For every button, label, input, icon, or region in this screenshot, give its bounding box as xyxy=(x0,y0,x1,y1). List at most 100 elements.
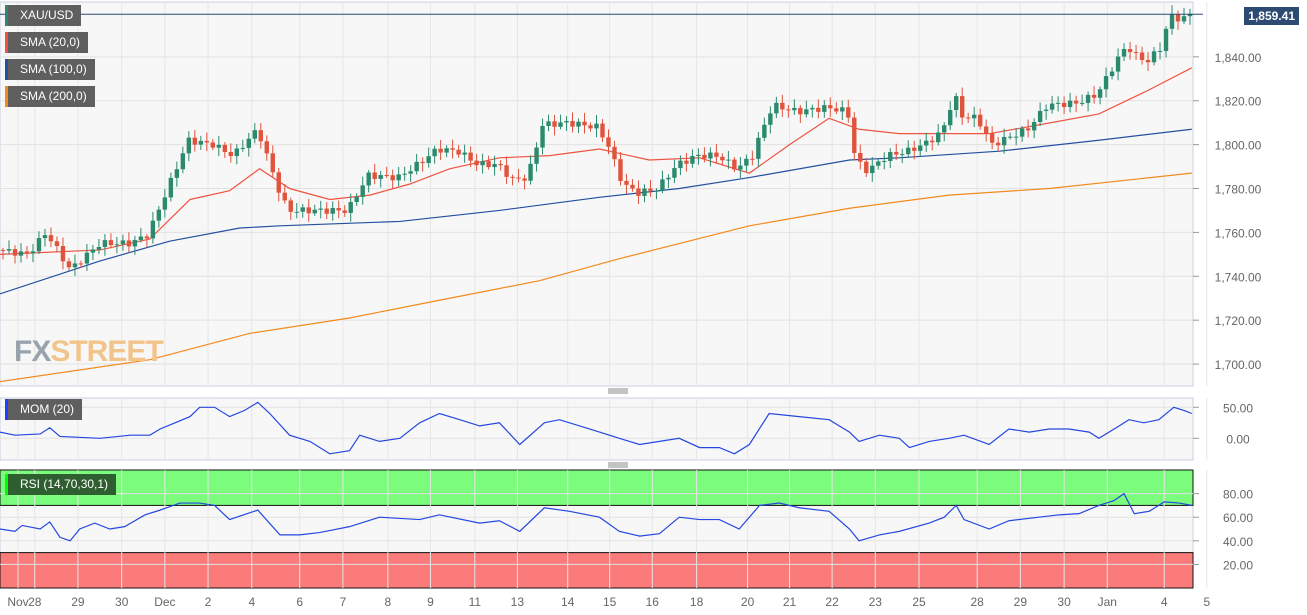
candle-body xyxy=(1043,109,1049,112)
candle-body xyxy=(894,152,899,155)
candle-body xyxy=(582,121,587,126)
candle-body xyxy=(924,140,929,146)
x-tick-label: Dec xyxy=(154,595,175,609)
candle-body xyxy=(132,239,138,247)
candle-body xyxy=(6,249,12,251)
legend-sma200[interactable]: SMA (200,0) xyxy=(5,86,95,107)
x-tick-label: 18 xyxy=(690,595,704,609)
candle-body xyxy=(786,109,791,111)
legend-xauusd[interactable]: XAU/USD xyxy=(5,5,82,26)
candle-body xyxy=(66,261,72,268)
candle-body xyxy=(330,208,335,214)
candle-body xyxy=(444,148,449,153)
panel-0 xyxy=(0,1,1194,387)
candle-body xyxy=(977,114,983,127)
candle-body xyxy=(312,209,317,214)
candle-body xyxy=(372,172,377,179)
candle-body xyxy=(1091,94,1097,98)
candle-body xyxy=(936,132,941,143)
candle-body xyxy=(780,102,785,110)
candle-body xyxy=(564,121,569,123)
candle-body xyxy=(660,179,665,191)
y-tick-label: 40.00 xyxy=(1223,535,1253,549)
candle-body xyxy=(324,208,329,214)
candle-body xyxy=(276,172,281,193)
candle-body xyxy=(876,161,881,166)
panel-resize-handle[interactable] xyxy=(608,388,628,394)
x-tick-label: 28 xyxy=(971,595,985,609)
candle-body xyxy=(852,117,857,153)
x-tick-label: 6 xyxy=(296,595,303,609)
candle-body xyxy=(726,159,731,161)
candle-body xyxy=(144,236,150,239)
y-tick-label: 0.00 xyxy=(1226,432,1250,446)
candle-body xyxy=(1001,136,1007,146)
panel-resize-handle[interactable] xyxy=(608,462,628,468)
legend-sma100[interactable]: SMA (100,0) xyxy=(5,59,95,80)
candle-body xyxy=(390,175,395,181)
x-tick-label: 16 xyxy=(646,595,660,609)
candle-body xyxy=(828,105,833,109)
candle-body xyxy=(162,197,168,210)
candle-body xyxy=(804,109,809,115)
candle-body xyxy=(114,244,120,246)
candle-body xyxy=(96,247,102,250)
x-tick-label: 25 xyxy=(912,595,926,609)
candle-body xyxy=(1157,50,1163,52)
candle-body xyxy=(204,140,210,143)
candle-body xyxy=(1055,102,1061,104)
legend-sma20[interactable]: SMA (20,0) xyxy=(5,32,89,53)
candle-body xyxy=(912,147,917,151)
candle-body xyxy=(354,196,359,203)
candle-body xyxy=(989,133,995,143)
momentum-line xyxy=(0,401,1193,455)
candle-body xyxy=(738,165,743,170)
candle-body xyxy=(168,177,174,198)
candle-body xyxy=(708,152,713,159)
candle-body xyxy=(492,164,497,168)
candle-body xyxy=(1187,13,1193,17)
x-tick-label: 20 xyxy=(741,595,755,609)
candle-body xyxy=(965,117,971,119)
candle-body xyxy=(552,121,557,127)
candle-body xyxy=(558,122,563,127)
x-tick-label: 30 xyxy=(115,595,129,609)
candle-body xyxy=(1097,89,1103,98)
candle-body xyxy=(426,156,431,163)
candle-body xyxy=(36,238,42,252)
candle-body xyxy=(156,209,162,221)
candle-body xyxy=(762,124,767,138)
candle-body xyxy=(450,148,455,150)
x-tick-label: 7 xyxy=(340,595,347,609)
candle-body xyxy=(971,114,977,119)
candle-body xyxy=(1007,136,1013,138)
candle-body xyxy=(900,154,905,156)
rsi-line xyxy=(0,492,1192,542)
legend-rsi[interactable]: RSI (14,70,30,1) xyxy=(5,474,117,495)
legend-mom[interactable]: MOM (20) xyxy=(5,399,82,420)
candle-body xyxy=(1067,100,1073,108)
candle-body xyxy=(24,251,30,254)
candle-body xyxy=(822,105,827,112)
candle-body xyxy=(630,184,635,189)
candle-body xyxy=(198,140,204,145)
candle-body xyxy=(240,147,245,149)
candle-body xyxy=(732,159,737,170)
candle-body xyxy=(54,241,60,247)
y-tick-label: 1,840.00 xyxy=(1215,51,1262,65)
candle-body xyxy=(1151,51,1157,63)
candle-body xyxy=(90,249,96,253)
x-tick-label: 5 xyxy=(1203,595,1210,609)
candle-body xyxy=(48,235,54,242)
candle-body xyxy=(378,175,383,179)
candle-body xyxy=(126,240,132,247)
candle-body xyxy=(396,174,401,181)
candle-body xyxy=(306,207,311,214)
x-tick-label: 11 xyxy=(469,595,482,609)
candle-body xyxy=(366,172,371,186)
candle-body xyxy=(192,137,198,145)
candle-body xyxy=(858,152,863,162)
candle-body xyxy=(462,152,467,155)
candle-body xyxy=(18,251,24,256)
